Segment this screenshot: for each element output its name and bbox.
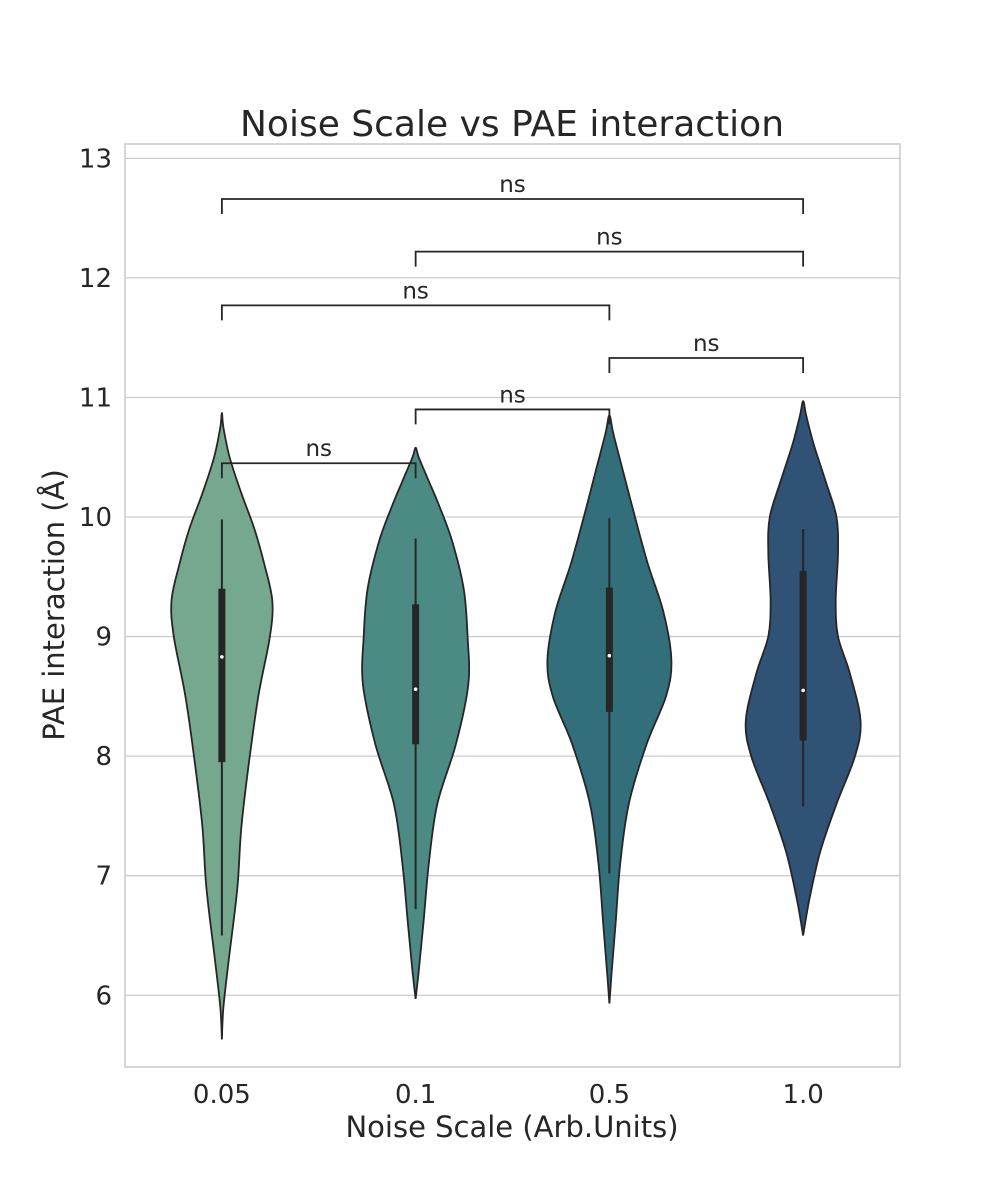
y-tick-label: 11 xyxy=(79,383,112,413)
violin-median-marker xyxy=(413,687,418,691)
significance-bracket xyxy=(414,408,611,425)
significance-bracket xyxy=(220,304,611,321)
significance-label: ns xyxy=(596,225,623,251)
x-tick-label: 1.0 xyxy=(782,1080,823,1110)
significance-label: ns xyxy=(693,331,720,357)
significance-label: ns xyxy=(499,382,526,408)
violins xyxy=(170,400,862,1040)
violin-median-marker xyxy=(801,688,805,693)
significance-label: ns xyxy=(305,436,332,462)
y-tick-label: 8 xyxy=(95,742,112,772)
violin-median-marker xyxy=(220,655,224,659)
y-tick-label: 13 xyxy=(79,144,112,174)
y-tick-label: 6 xyxy=(95,981,112,1011)
plot-frame xyxy=(124,143,901,1068)
significance-bracket xyxy=(414,250,805,267)
x-tick-labels: 0.05 0.1 0.5 1.0 xyxy=(193,1080,824,1110)
y-tick-label: 10 xyxy=(79,503,112,533)
significance-bracket xyxy=(608,357,805,374)
y-tick-label: 12 xyxy=(79,264,112,294)
y-tick-label: 9 xyxy=(95,623,112,653)
chart-title: Noise Scale vs PAE interaction xyxy=(240,104,784,145)
violin-median-marker xyxy=(607,653,612,658)
x-tick-label: 0.1 xyxy=(395,1080,436,1110)
significance-label: ns xyxy=(499,172,526,198)
significance-brackets: ns ns ns ns ns ns xyxy=(220,172,805,479)
significance-label: ns xyxy=(402,278,429,304)
x-tick-label: 0.05 xyxy=(193,1080,251,1110)
significance-bracket xyxy=(220,462,417,479)
x-tick-label: 0.5 xyxy=(589,1080,630,1110)
significance-bracket xyxy=(220,198,805,214)
x-axis-label: Noise Scale (Arb.Units) xyxy=(345,1110,678,1144)
y-tick-labels: 6 7 8 9 10 11 12 13 xyxy=(79,144,112,1011)
y-tick-label: 7 xyxy=(95,862,112,892)
y-axis-label: PAE interaction (Å) xyxy=(37,469,71,741)
